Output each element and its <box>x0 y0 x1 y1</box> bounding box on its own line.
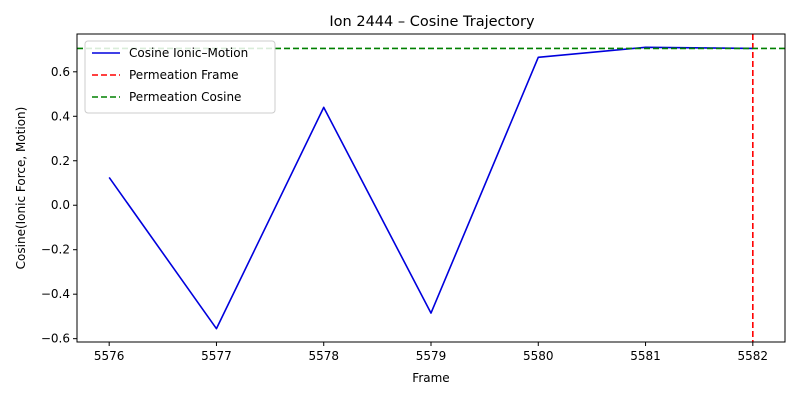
legend-box <box>84 40 276 114</box>
x-tick-label-3: 5579 <box>416 349 447 363</box>
x-tick-label-5: 5581 <box>630 349 661 363</box>
y-tick-label-1: −0.4 <box>41 287 70 301</box>
x-axis-label: Frame <box>412 371 449 385</box>
legend-label-0: Cosine Ionic–Motion <box>129 46 248 60</box>
y-axis: −0.6 −0.4 −0.2 0.0 0.2 0.4 0.6 <box>41 65 77 346</box>
legend-label-1: Permeation Frame <box>129 68 239 82</box>
x-axis: 5576 5577 5578 5579 5580 5581 5582 <box>94 342 768 363</box>
y-axis-label: Cosine(Ionic Force, Motion) <box>14 107 28 270</box>
y-tick-label-5: 0.4 <box>51 109 70 123</box>
x-tick-label-6: 5582 <box>738 349 769 363</box>
legend: Cosine Ionic–Motion Permeation Frame Perme… <box>84 40 276 114</box>
chart-title: Ion 2444 – Cosine Trajectory <box>329 14 535 30</box>
legend-label-2: Permeation Cosine <box>129 90 241 104</box>
x-tick-label-0: 5576 <box>94 349 125 363</box>
x-tick-label-4: 5580 <box>523 349 554 363</box>
y-tick-label-3: 0.0 <box>51 198 70 212</box>
y-tick-label-2: −0.2 <box>41 243 70 257</box>
y-tick-label-4: 0.2 <box>51 154 70 168</box>
x-tick-label-1: 5577 <box>201 349 232 363</box>
y-tick-label-6: 0.6 <box>51 65 70 79</box>
y-tick-label-0: −0.6 <box>41 332 70 346</box>
x-tick-label-2: 5578 <box>308 349 339 363</box>
